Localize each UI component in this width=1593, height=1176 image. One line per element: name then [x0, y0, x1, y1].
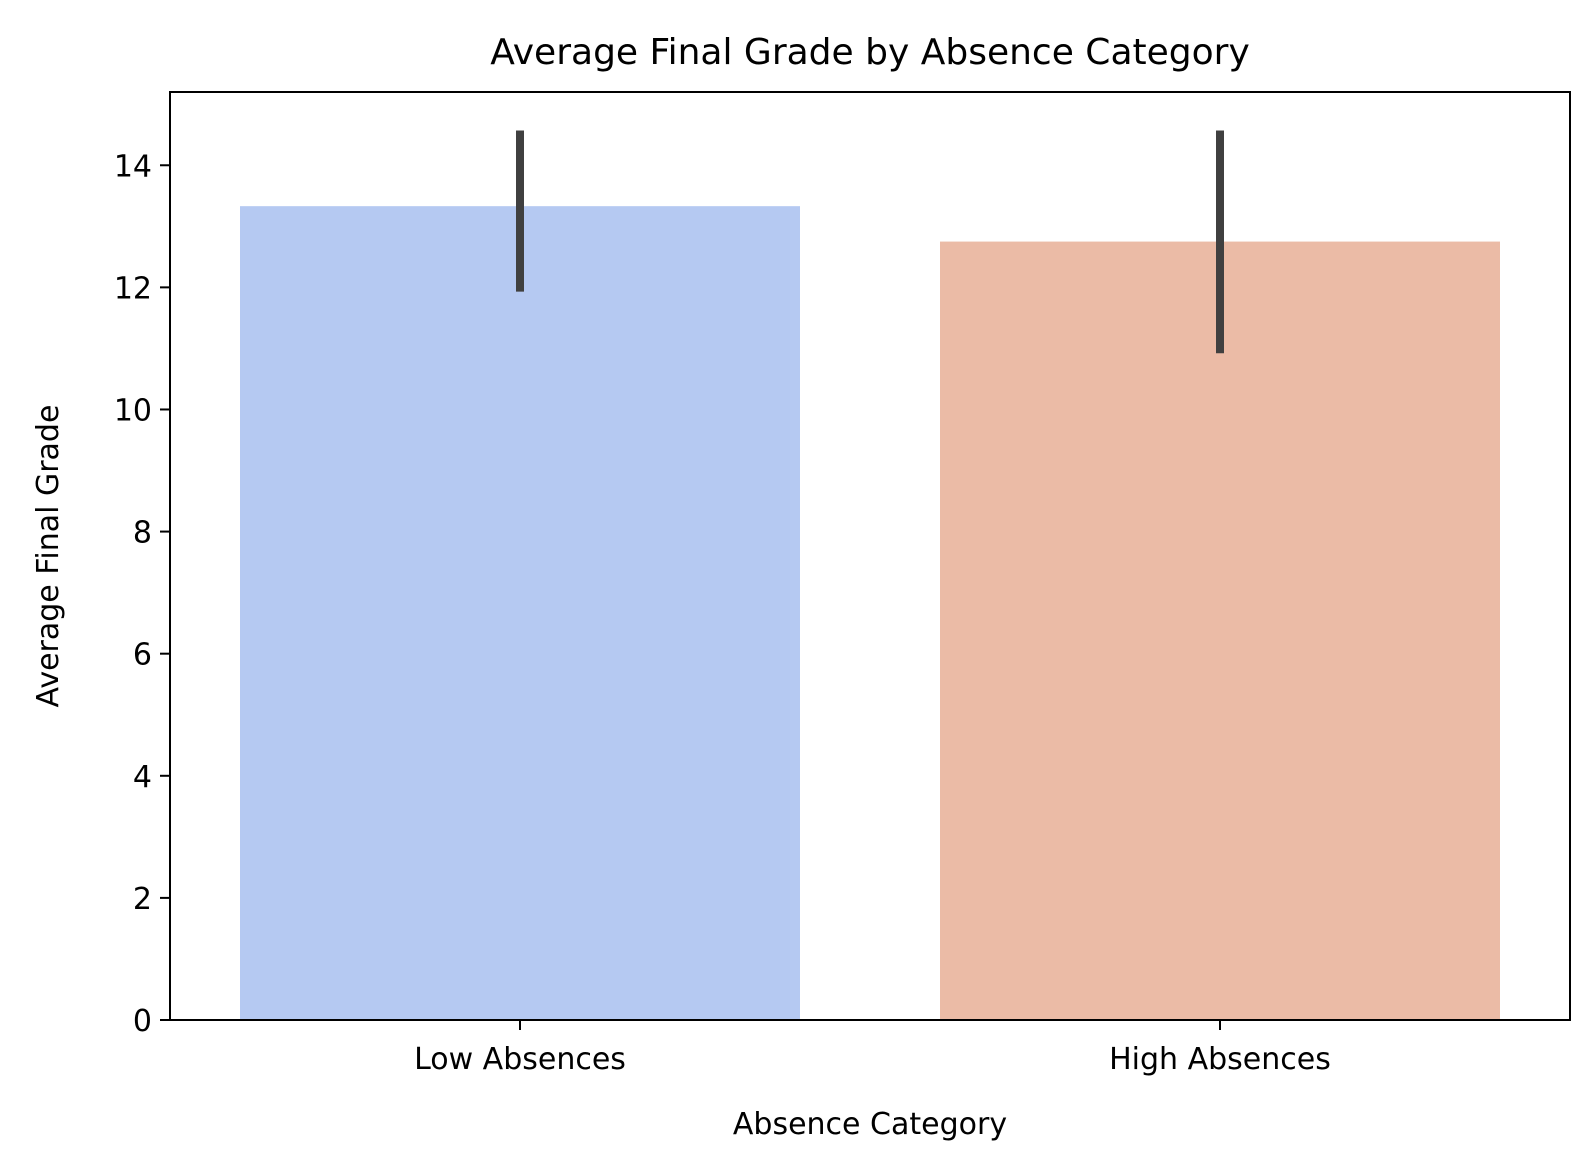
chart-title: Average Final Grade by Absence Category — [490, 32, 1250, 73]
error-bars-layer — [516, 130, 1224, 354]
bar-high-absences — [940, 241, 1500, 1020]
y-tick-label: 10 — [114, 393, 152, 428]
x-tick-label: High Absences — [1109, 1042, 1331, 1077]
y-axis-ticks: 0 2 4 6 8 10 12 14 — [114, 149, 170, 1039]
y-tick-label: 12 — [114, 271, 152, 306]
plot-area-frame — [169, 91, 1571, 1021]
y-tick-label: 0 — [133, 1004, 152, 1039]
y-tick-label: 2 — [133, 882, 152, 917]
y-tick-label: 14 — [114, 149, 152, 184]
y-tick-label: 8 — [133, 516, 152, 551]
x-tick-label: Low Absences — [414, 1042, 626, 1077]
bars-layer — [240, 206, 1500, 1020]
x-axis-label: Absence Category — [733, 1107, 1007, 1142]
y-tick-label: 4 — [133, 760, 152, 795]
y-tick-label: 6 — [133, 638, 152, 673]
y-axis-label: Average Final Grade — [31, 405, 66, 708]
bar-low-absences — [240, 206, 800, 1020]
x-axis-ticks: Low Absences High Absences — [414, 1020, 1331, 1077]
